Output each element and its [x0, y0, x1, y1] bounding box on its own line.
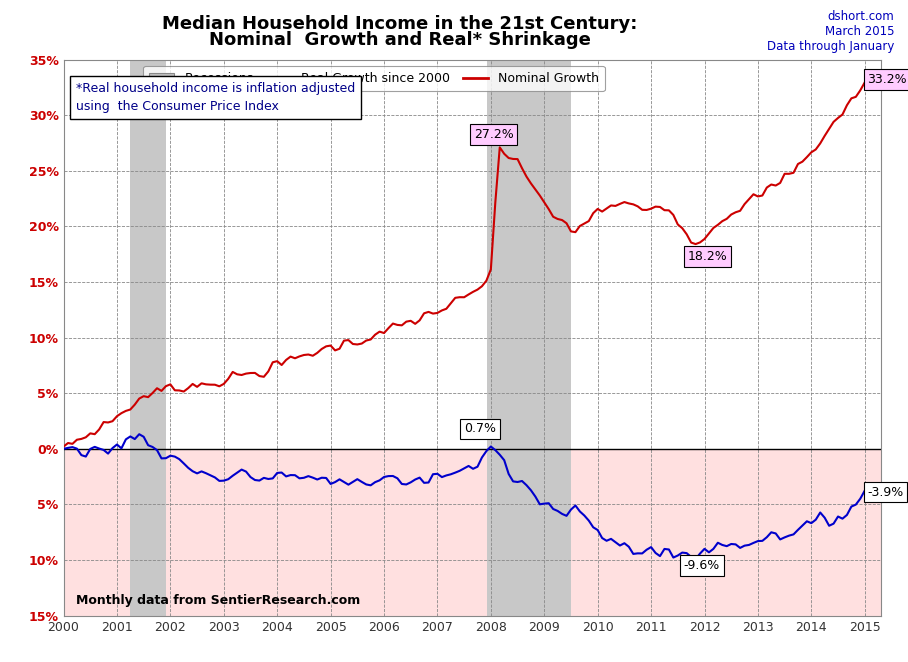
Text: -9.6%: -9.6%: [684, 559, 720, 572]
Text: Monthly data from SentierResearch.com: Monthly data from SentierResearch.com: [76, 594, 360, 607]
Text: *Real household income is inflation adjusted
using  the Consumer Price Index: *Real household income is inflation adju…: [76, 82, 355, 113]
Text: 18.2%: 18.2%: [687, 250, 727, 263]
Text: 0.7%: 0.7%: [464, 422, 496, 436]
Text: dshort.com
March 2015
Data through January: dshort.com March 2015 Data through Janua…: [767, 10, 894, 53]
Text: 33.2%: 33.2%: [867, 73, 907, 86]
Text: 27.2%: 27.2%: [474, 128, 513, 141]
Bar: [131, 60, 166, 616]
Legend: Recessions, Real Growth since 2000, Nominal Growth: Recessions, Real Growth since 2000, Nomi…: [143, 66, 605, 91]
Bar: [64, 449, 881, 616]
Bar: [64, 60, 881, 449]
Text: Nominal  Growth and Real* Shrinkage: Nominal Growth and Real* Shrinkage: [209, 31, 590, 49]
Text: Median Household Income in the 21st Century:: Median Household Income in the 21st Cent…: [162, 15, 637, 32]
Text: -3.9%: -3.9%: [867, 486, 903, 498]
Bar: [487, 60, 571, 616]
